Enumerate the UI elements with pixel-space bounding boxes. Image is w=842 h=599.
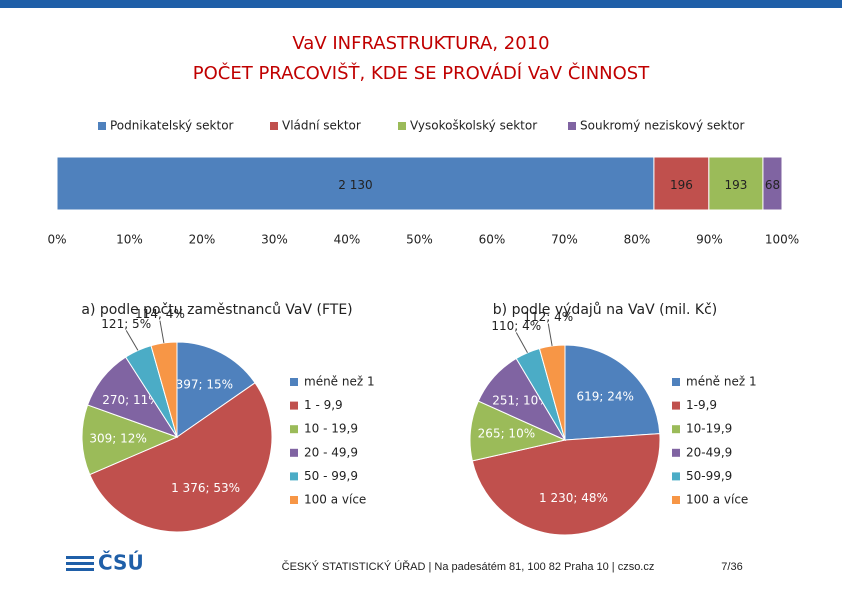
legend-swatch — [672, 378, 680, 386]
data-label: 619; 24% — [577, 389, 634, 403]
legend-swatch — [398, 122, 406, 130]
data-label: 68 — [765, 178, 780, 192]
legend-label: 20 - 49,9 — [304, 445, 358, 459]
legend-label: 100 a více — [304, 493, 366, 507]
slide-title: VaV INFRASTRUKTURA, 2010 — [292, 33, 549, 54]
slide-subtitle: POČET PRACOVIŠŤ, KDE SE PROVÁDÍ VaV ČINN… — [193, 62, 650, 84]
data-label: 1 230; 48% — [539, 491, 608, 505]
data-label: 2 130 — [338, 178, 372, 192]
legend-swatch — [672, 472, 680, 481]
legend-label: Podnikatelský sektor — [110, 119, 234, 133]
legend-label: 20-49,9 — [686, 445, 732, 459]
x-tick-label: 50% — [406, 233, 433, 247]
legend-swatch — [290, 472, 298, 481]
data-label: 112; 4% — [523, 310, 573, 324]
pie-slice — [89, 382, 273, 533]
pie-slice — [471, 433, 661, 536]
legend-swatch — [290, 448, 298, 457]
legend-label: méně než 1 — [686, 375, 757, 389]
pie-slice — [81, 404, 179, 476]
x-tick-label: 40% — [334, 233, 361, 247]
data-label: 110; 4% — [491, 319, 541, 333]
data-label: 121; 5% — [101, 317, 151, 331]
legend-swatch — [672, 401, 680, 410]
legend-swatch — [568, 122, 576, 130]
x-tick-label: 30% — [261, 233, 288, 247]
legend-label: 100 a více — [686, 493, 748, 507]
data-label: 270; 11% — [102, 393, 159, 407]
x-tick-label: 20% — [189, 233, 216, 247]
top-band — [0, 0, 842, 8]
x-tick-label: 70% — [551, 233, 578, 247]
legend-swatch — [270, 122, 278, 130]
pie-slice — [564, 344, 661, 441]
data-label: 265; 10% — [478, 427, 535, 441]
logo: ČSÚ — [66, 551, 144, 575]
legend-label: 1-9,9 — [686, 398, 717, 412]
legend-swatch — [290, 378, 298, 386]
legend-swatch — [290, 401, 298, 410]
legend-label: Vládní sektor — [282, 119, 361, 133]
chart-title: b) podle výdajů na VaV (mil. Kč) — [493, 302, 717, 318]
leader-line — [125, 330, 139, 351]
x-tick-label: 60% — [479, 233, 506, 247]
chart-title: a) podle počtu zaměstnanců VaV (FTE) — [81, 302, 352, 318]
legend-label: 10 - 19,9 — [304, 422, 358, 436]
legend-label: Vysokoškolský sektor — [410, 119, 537, 133]
legend-swatch — [672, 425, 680, 434]
bar-segment — [56, 156, 655, 211]
x-tick-label: 10% — [116, 233, 143, 247]
legend-label: 1 - 9,9 — [304, 398, 343, 412]
data-label: 397; 15% — [176, 377, 233, 391]
leader-line — [515, 332, 528, 353]
legend-swatch — [672, 448, 680, 457]
legend-label: 50-99,9 — [686, 469, 732, 483]
data-label: 309; 12% — [89, 431, 146, 445]
x-tick-label: 0% — [47, 233, 66, 247]
x-tick-label: 90% — [696, 233, 723, 247]
legend-swatch — [672, 496, 680, 504]
x-tick-label: 80% — [624, 233, 651, 247]
legend-label: 10-19,9 — [686, 422, 732, 436]
x-tick-label: 100% — [765, 233, 799, 247]
leader-line — [159, 320, 165, 343]
page-number: 7/36 — [721, 561, 742, 573]
legend-swatch — [290, 425, 298, 434]
legend-swatch — [98, 122, 106, 130]
data-label: 1 376; 53% — [171, 481, 240, 495]
leader-line — [547, 323, 553, 346]
bar-segment — [708, 156, 764, 211]
legend-label: méně než 1 — [304, 375, 375, 389]
legend-label: 50 - 99,9 — [304, 469, 358, 483]
bar-segment — [762, 156, 783, 211]
bar-segment — [653, 156, 710, 211]
logo-text: ČSÚ — [98, 551, 144, 575]
legend-label: Soukromý neziskový sektor — [580, 119, 745, 133]
data-label: 196 — [670, 178, 693, 192]
data-label: 251; 10% — [492, 393, 549, 407]
pie-slice — [176, 341, 256, 438]
data-label: 193 — [724, 178, 747, 192]
data-label: 114; 4% — [135, 307, 185, 321]
footer-text: ČESKÝ STATISTICKÝ ÚŘAD | Na padesátém 81… — [282, 560, 655, 573]
legend-swatch — [290, 496, 298, 504]
